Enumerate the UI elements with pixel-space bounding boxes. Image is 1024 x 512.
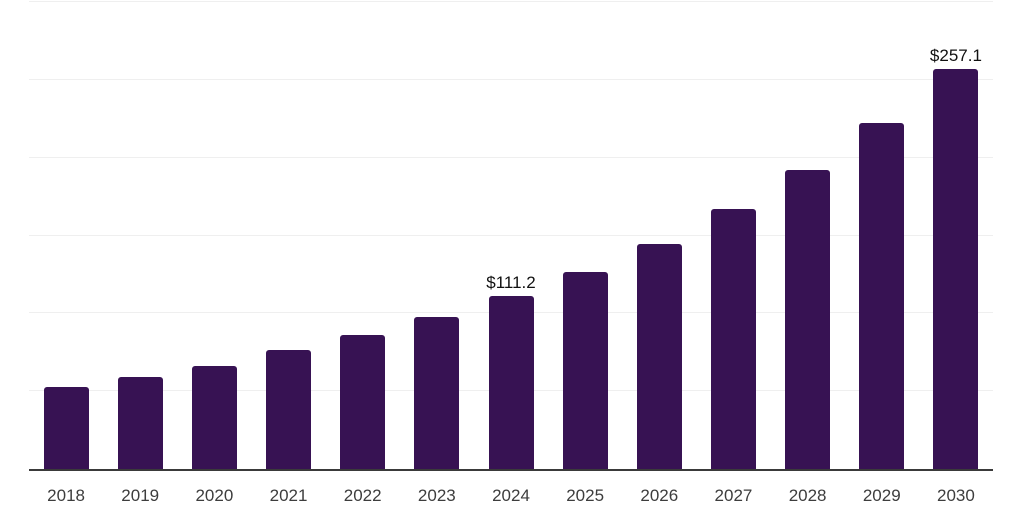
x-tick-label-2029: 2029 [862,486,901,505]
x-tick-label-2021: 2021 [269,486,308,505]
x-tick-label-2030: 2030 [937,486,975,505]
x-tick-label-2024: 2024 [492,486,530,505]
bar-2030[interactable]: $257.1 [930,47,982,469]
gridline [29,234,993,236]
bar-2027[interactable] [710,209,756,469]
x-tick-label-2018: 2018 [47,486,85,505]
gridline [29,156,993,158]
bar-2018[interactable] [43,387,89,469]
bar-2024[interactable]: $111.2 [486,274,536,469]
x-tick-label-2027: 2027 [714,486,753,505]
bar-2025[interactable] [562,271,608,469]
x-axis-line [29,469,993,471]
x-tick-label-2020: 2020 [195,486,234,505]
x-tick-label-2025: 2025 [566,486,605,505]
gridline [29,1,993,3]
bar-2028[interactable] [785,170,831,469]
bar-value-label: $111.2 [486,272,536,292]
x-tick-label-2022: 2022 [343,486,382,505]
bar-2019[interactable] [117,376,163,469]
bar-2029[interactable] [859,123,905,469]
bar-2023[interactable] [414,316,460,469]
bar-2026[interactable] [636,243,682,469]
gridline [29,79,993,80]
bar-2021[interactable] [266,349,312,469]
x-tick-label-2026: 2026 [640,486,679,505]
x-tick-label-2023: 2023 [417,486,456,505]
bar-2020[interactable] [191,366,237,469]
bar-value-label: $257.1 [929,45,982,65]
x-tick-label-2019: 2019 [121,486,160,505]
x-tick-label-2028: 2028 [788,486,827,505]
bar-2022[interactable] [340,334,386,469]
